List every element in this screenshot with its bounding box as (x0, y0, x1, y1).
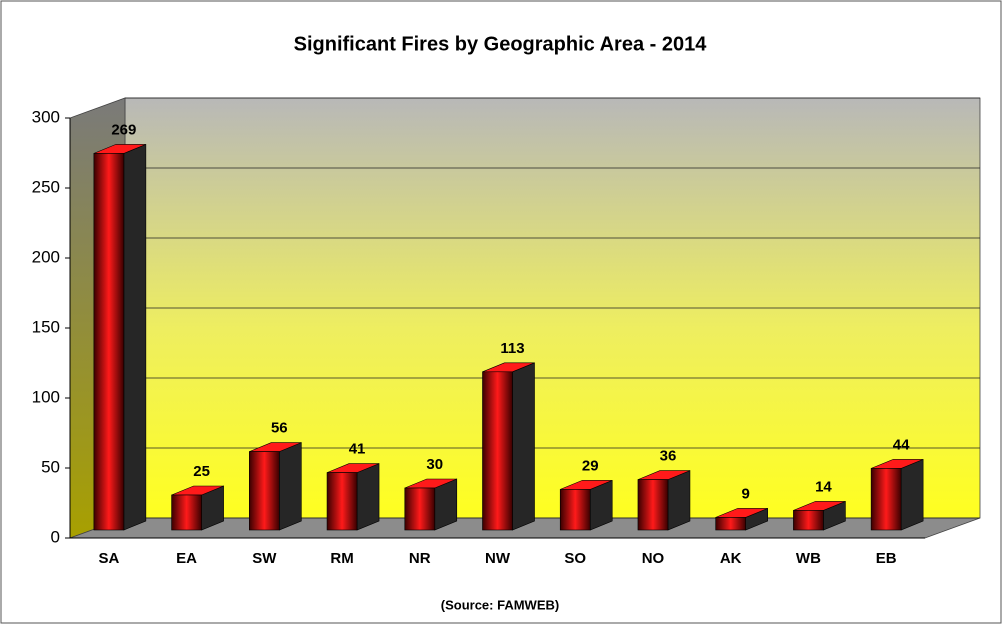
x-tick-label: RM (330, 550, 353, 567)
bar (171, 494, 202, 531)
y-tick-label: 250 (32, 177, 60, 196)
x-tick-label: NR (409, 550, 431, 567)
bar (559, 489, 591, 531)
value-label: 41 (349, 441, 366, 458)
bar (715, 517, 746, 531)
bar-side (667, 470, 691, 531)
bar (482, 371, 513, 531)
y-tick-label: 100 (32, 387, 60, 406)
value-label: 30 (426, 456, 443, 473)
value-label: 36 (660, 448, 677, 465)
value-label: 269 (111, 121, 136, 138)
bar-side (123, 143, 147, 531)
value-label: 9 (742, 485, 750, 502)
x-tick-label: NO (642, 550, 665, 567)
x-tick-label: WB (796, 550, 821, 567)
value-label: 113 (500, 340, 524, 357)
source: (Source: FAMWEB) (441, 597, 559, 612)
bar-side (279, 442, 302, 531)
x-tick-label: EA (176, 550, 197, 567)
bar (93, 153, 125, 531)
value-label: 14 (815, 478, 832, 495)
y-tick-label: 150 (32, 317, 60, 336)
value-label: 44 (893, 436, 910, 453)
x-tick-label: SO (564, 550, 586, 567)
plot: 0 50 100 150 200 250 300 SA 269 EA 25 SW 56 RM 41 NR 30 N… (32, 97, 981, 567)
bar (637, 479, 669, 531)
bar-side (356, 463, 380, 531)
x-tick-label: EB (876, 550, 897, 567)
y-tick-label: 300 (32, 107, 60, 126)
bar-side (512, 362, 535, 531)
bar (793, 510, 824, 531)
x-tick-label: SA (98, 550, 119, 567)
chart-title: Significant Fires by Geographic Area - 2… (294, 33, 708, 55)
value-label: 29 (582, 457, 599, 474)
y-tick-label: 200 (32, 247, 60, 266)
x-tick-label: NW (485, 550, 511, 567)
bar (249, 451, 280, 531)
x-tick-label: AK (720, 550, 742, 567)
x-tick-label: SW (252, 550, 277, 567)
bar (404, 487, 436, 531)
value-label: 25 (193, 463, 210, 480)
bar-side (900, 458, 924, 531)
y-tick-label: 50 (41, 457, 60, 476)
bar (870, 468, 902, 531)
y-tick-label: 0 (51, 527, 60, 546)
bar (326, 472, 358, 531)
value-label: 56 (271, 420, 288, 437)
